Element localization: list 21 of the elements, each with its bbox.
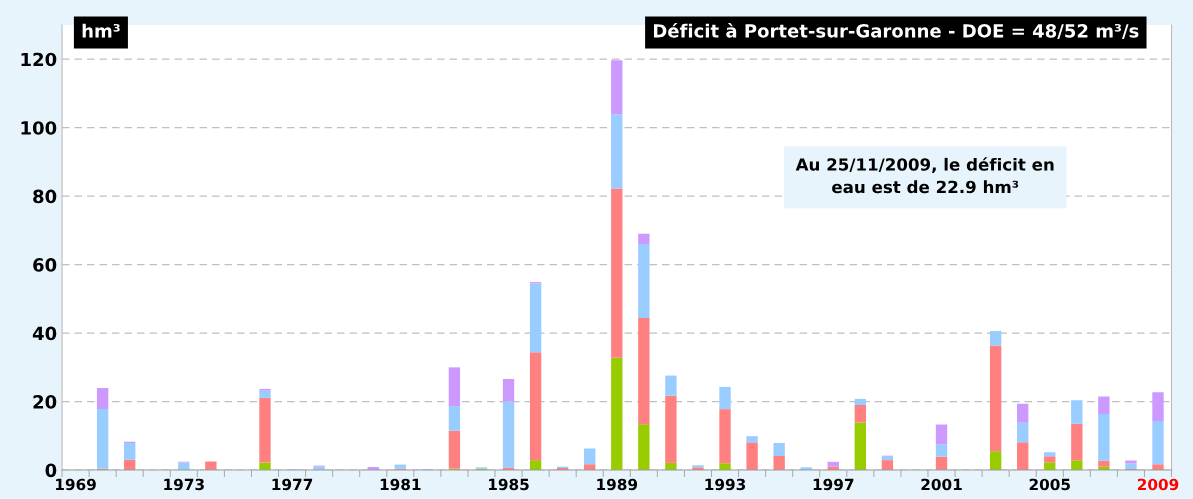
y-tick-label: 60: [33, 258, 57, 272]
chart-title: Déficit à Portet-sur-Garonne - DOE = 48/52 m³/s: [653, 22, 1139, 40]
x-tick-label: 1977: [272, 478, 313, 491]
annotation: Au 25/11/2009, le déficit en eau est de 22.9 hm³: [795, 157, 1054, 194]
x-tick-label: 1969: [56, 478, 96, 491]
y-tick-label: 0: [45, 463, 57, 478]
x-tick-label: 1997: [813, 478, 854, 491]
y-tick-label: 40: [32, 326, 57, 341]
y-tick-label: 80: [33, 189, 57, 204]
y-tick-label: 100: [21, 121, 57, 135]
x-tick-label: 2009: [1137, 478, 1179, 491]
y-tick-label: 20: [33, 395, 57, 409]
x-tick-label: 1993: [705, 478, 746, 491]
x-tick-label: 1985: [489, 478, 529, 491]
x-tick-label: 1973: [164, 478, 204, 491]
x-tick-label: 2005: [1029, 478, 1070, 491]
y-tick-label: 120: [21, 52, 57, 67]
y-axis-title: hm³: [82, 23, 120, 38]
x-tick-label: 2001: [921, 478, 962, 491]
x-tick-label: 1989: [597, 478, 638, 491]
x-tick-label: 1981: [380, 478, 421, 491]
